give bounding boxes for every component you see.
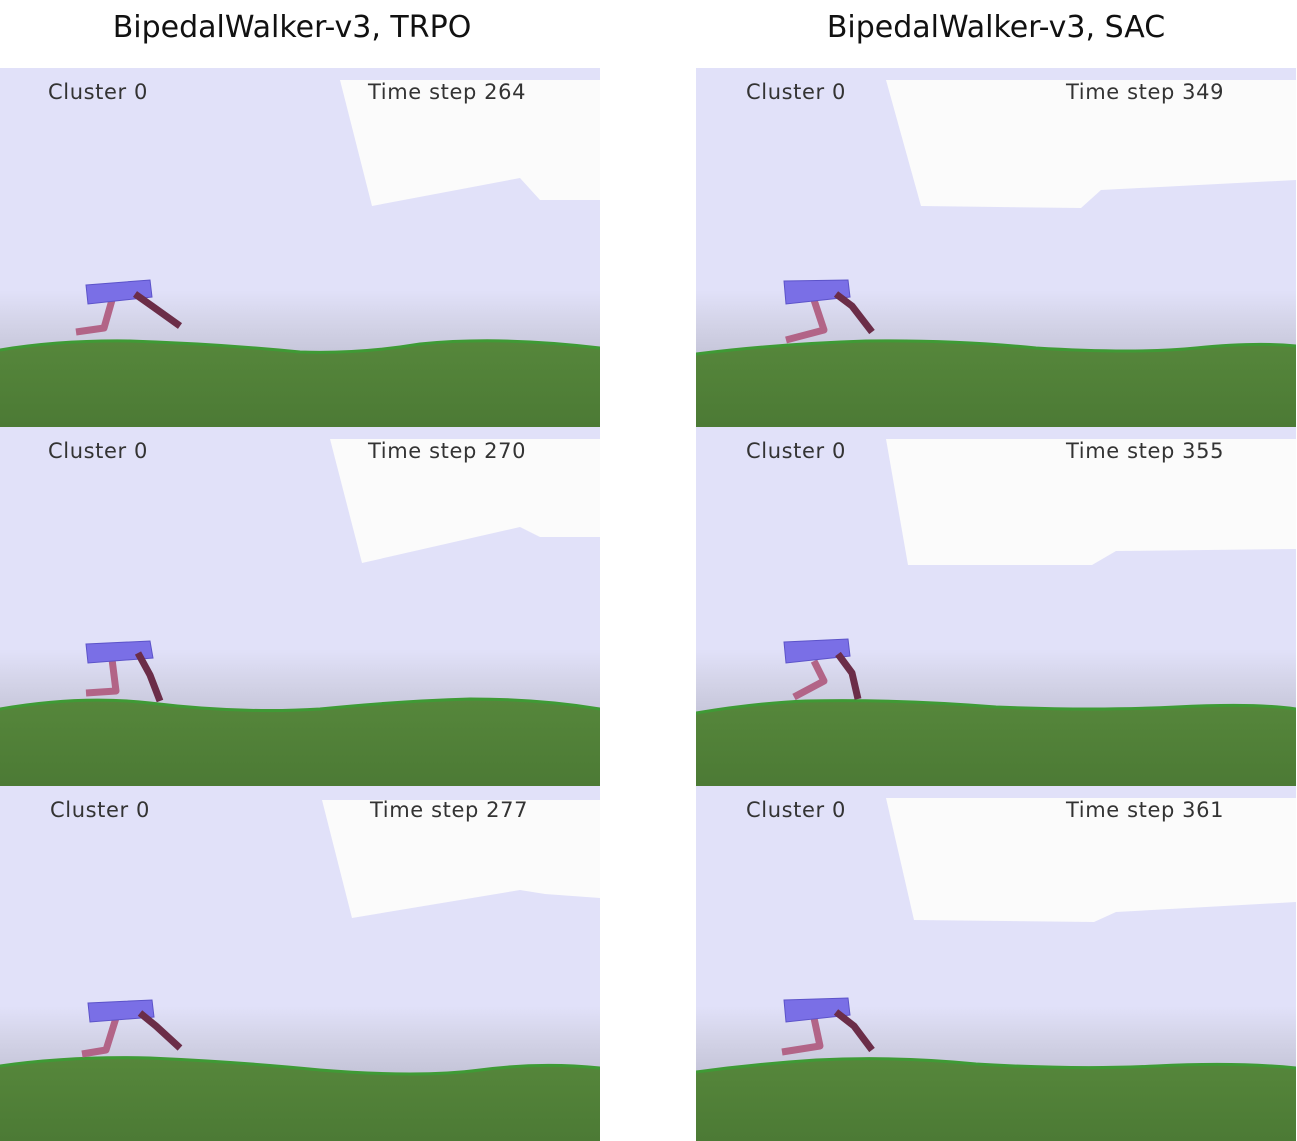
column-title-trpo: BipedalWalker-v3, TRPO — [112, 10, 472, 45]
game-frame-sac-3: Cluster 0 Time step 361 — [696, 786, 1296, 1141]
game-scene — [696, 427, 1296, 786]
cluster-label: Cluster 0 — [48, 80, 148, 104]
cloud-shape — [886, 439, 1296, 565]
terrain-edge — [0, 1056, 600, 1076]
terrain-edge — [0, 339, 600, 354]
terrain-ground — [0, 699, 600, 786]
walker-hull — [783, 997, 851, 1023]
time-step-label: Time step 355 — [1066, 439, 1225, 463]
walker-back-leg — [781, 1017, 824, 1056]
walker-front-leg — [132, 291, 183, 329]
terrain-edge — [0, 697, 600, 713]
terrain-ground — [696, 700, 1296, 786]
cloud-shape — [340, 80, 600, 206]
terrain-ground — [696, 1058, 1296, 1141]
terrain-ground — [0, 340, 600, 427]
time-step-label: Time step 277 — [370, 798, 529, 822]
walker-hull — [783, 279, 851, 305]
cloud-shape — [322, 800, 600, 918]
game-scene — [0, 786, 600, 1141]
cluster-label: Cluster 0 — [746, 798, 846, 822]
walker-back-leg — [75, 299, 116, 336]
time-step-label: Time step 264 — [368, 80, 527, 104]
terrain-edge — [696, 699, 1296, 715]
walker-hull — [85, 640, 154, 664]
cloud-shape — [886, 80, 1296, 208]
game-frame-sac-1: Cluster 0 Time step 349 — [696, 68, 1296, 427]
walker-front-leg — [137, 1010, 183, 1051]
game-scene — [696, 786, 1296, 1141]
game-scene — [696, 68, 1296, 427]
terrain-ground — [696, 340, 1296, 427]
game-frame-trpo-2: Cluster 0 Time step 270 — [0, 427, 600, 786]
walker-back-leg — [792, 659, 828, 701]
time-step-label: Time step 270 — [368, 439, 527, 463]
game-frame-trpo-3: Cluster 0 Time step 277 — [0, 786, 600, 1141]
cloud-shape — [330, 439, 600, 563]
walker-front-leg — [134, 651, 164, 703]
game-frame-trpo-1: Cluster 0 Time step 264 — [0, 68, 600, 427]
cloud-shape — [886, 798, 1296, 922]
terrain-edge — [696, 1057, 1296, 1074]
walker-front-leg — [833, 291, 875, 335]
cluster-label: Cluster 0 — [48, 439, 148, 463]
terrain-ground — [0, 1057, 600, 1141]
walker-hull — [87, 999, 155, 1023]
terrain-edge — [696, 339, 1296, 356]
walker-back-leg — [85, 658, 120, 697]
time-step-label: Time step 361 — [1066, 798, 1225, 822]
walker-front-leg — [833, 1009, 875, 1053]
game-scene — [0, 427, 600, 786]
game-frame-sac-2: Cluster 0 Time step 355 — [696, 427, 1296, 786]
cluster-label: Cluster 0 — [746, 439, 846, 463]
walker-back-leg — [81, 1016, 120, 1058]
game-scene — [0, 68, 600, 427]
walker-back-leg — [785, 298, 828, 344]
column-title-sac: BipedalWalker-v3, SAC — [826, 10, 1166, 45]
time-step-label: Time step 349 — [1066, 80, 1225, 104]
walker-front-leg — [835, 651, 862, 700]
walker-hull — [783, 638, 851, 664]
cluster-label: Cluster 0 — [746, 80, 846, 104]
cluster-label: Cluster 0 — [50, 798, 150, 822]
